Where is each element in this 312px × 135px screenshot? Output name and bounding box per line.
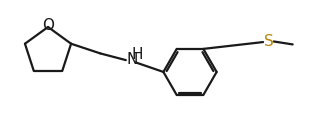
Text: O: O [42, 18, 54, 33]
Text: S: S [264, 34, 273, 49]
Text: H: H [131, 47, 143, 62]
Text: N: N [127, 52, 138, 67]
